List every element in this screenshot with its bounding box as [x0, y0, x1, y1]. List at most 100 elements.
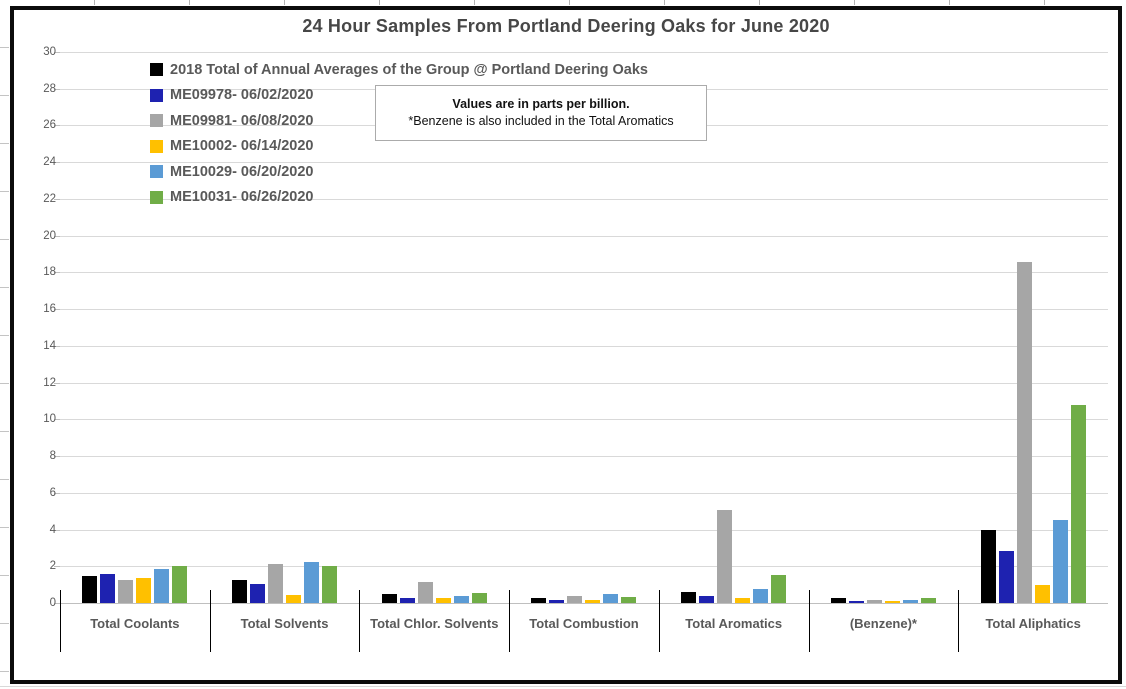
bar-series5-cat6 [902, 600, 918, 603]
bar-group-6 [809, 52, 959, 603]
bar-series6-cat2 [322, 566, 338, 603]
bar-series6-cat7 [1070, 404, 1086, 603]
x-axis-category-label: Total Coolants [90, 616, 180, 631]
bar-series1-cat6 [830, 598, 846, 603]
y-axis-label-4: 4 [49, 523, 56, 536]
legend-entry-3: ME09981- 06/08/2020 [150, 108, 648, 134]
category-separator [359, 590, 361, 652]
bar-group-4 [509, 52, 659, 603]
bar-series4-cat4 [585, 600, 601, 603]
category-separator [958, 590, 960, 652]
gridline-12 [60, 382, 1108, 384]
y-axis-tick [54, 198, 60, 200]
bar-series1-cat7 [980, 529, 996, 603]
y-axis-tick [54, 125, 60, 127]
y-axis-tick [54, 492, 60, 494]
legend-swatch-icon [150, 63, 163, 77]
x-axis-category-label: Total Solvents [240, 616, 329, 631]
x-axis-category-label: Total Chlor. Solvents [370, 616, 499, 631]
y-axis-label-6: 6 [49, 486, 56, 499]
bar-series3-cat7 [1016, 262, 1032, 603]
y-axis-tick [54, 272, 60, 274]
gridline-16 [60, 309, 1108, 311]
bar-series1-cat4 [531, 597, 547, 603]
bar-group-5 [659, 52, 809, 603]
gridline-2 [60, 566, 1108, 568]
annotation-line-1: Values are in parts per billion. [452, 97, 630, 111]
legend-swatch-icon [150, 139, 163, 153]
x-axis-category-label: Total Aromatics [685, 616, 783, 631]
legend-label: ME09981- 06/08/2020 [170, 112, 314, 129]
legend-label: 2018 Total of Annual Averages of the Gro… [170, 61, 648, 78]
y-axis-label-18: 18 [43, 266, 56, 279]
y-axis-tick [54, 162, 60, 164]
bar-series4-cat3 [435, 597, 451, 603]
bar-series1-cat2 [232, 580, 248, 603]
y-axis-label-12: 12 [43, 376, 56, 389]
legend-label: ME09978- 06/02/2020 [170, 87, 314, 104]
bar-series3-cat1 [118, 580, 134, 603]
y-axis-tick [54, 603, 60, 604]
y-axis-tick [54, 382, 60, 384]
bar-series1-cat1 [82, 576, 98, 603]
y-axis-label-8: 8 [49, 450, 56, 463]
y-axis-labels: 0 2 4 6 8 10 12 14 16 18 20 22 24 26 28 30 [18, 46, 56, 609]
chart-title: 24 Hour Samples From Portland Deering Oa… [302, 16, 830, 36]
chart-object[interactable]: 24 Hour Samples From Portland Deering Oa… [10, 6, 1122, 684]
bar-series3-cat4 [567, 595, 583, 603]
annotation-line-2: *Benzene is also included in the Total A… [408, 114, 674, 128]
bar-series6-cat5 [771, 575, 787, 603]
bar-series1-cat5 [681, 591, 697, 603]
gridline-14 [60, 345, 1108, 347]
bar-series2-cat3 [399, 598, 415, 603]
legend-entry-1: 2018 Total of Annual Averages of the Gro… [150, 57, 648, 83]
bar-series6-cat4 [621, 596, 637, 603]
gridline-0 [60, 603, 1108, 604]
legend-entry-2: ME09978- 06/02/2020 [150, 83, 648, 109]
bar-series2-cat1 [100, 573, 116, 603]
bar-series3-cat5 [717, 510, 733, 603]
legend-swatch-icon [150, 88, 163, 102]
legend-label: ME10031- 06/26/2020 [170, 189, 314, 206]
y-axis-tick [54, 88, 60, 90]
bar-series2-cat7 [998, 550, 1014, 603]
y-axis-tick [54, 52, 60, 53]
bar-group-7 [958, 52, 1108, 603]
worksheet-row-gridlines [0, 0, 9, 689]
legend-entry-4: ME10002- 06/14/2020 [150, 134, 648, 160]
bar-group-2 [210, 52, 360, 603]
category-separator [658, 590, 660, 652]
legend-label: ME10029- 06/20/2020 [170, 163, 314, 180]
bar-series2-cat5 [699, 595, 715, 603]
bar-series6-cat6 [920, 597, 936, 603]
bar-group-1 [60, 52, 210, 603]
bar-series3-cat2 [268, 564, 284, 603]
y-axis-tick [54, 419, 60, 421]
bar-series5-cat4 [603, 593, 619, 603]
y-axis-label-10: 10 [43, 413, 56, 426]
category-separator [60, 590, 61, 652]
bar-series5-cat7 [1052, 520, 1068, 603]
category-separator [209, 590, 211, 652]
legend-swatch-icon [150, 114, 163, 128]
bar-series5-cat1 [154, 569, 170, 603]
legend: 2018 Total of Annual Averages of the Gro… [150, 57, 648, 210]
gridline-10 [60, 419, 1108, 421]
x-axis-category-label: Total Combustion [529, 616, 639, 631]
y-axis-tick [54, 529, 60, 531]
y-axis-label-20: 20 [43, 229, 56, 242]
y-axis-label-0: 0 [49, 597, 56, 609]
y-axis-tick [54, 309, 60, 311]
y-axis-label-30: 30 [43, 46, 56, 58]
bar-series2-cat2 [250, 583, 266, 603]
x-axis-category-label: Total Aliphatics [985, 616, 1081, 631]
legend-label: ME10002- 06/14/2020 [170, 138, 314, 155]
gridline-20 [60, 235, 1108, 237]
bar-series2-cat6 [848, 601, 864, 603]
gridline-6 [60, 492, 1108, 494]
y-axis-tick [54, 456, 60, 458]
gridline-8 [60, 456, 1108, 458]
bar-series6-cat1 [172, 566, 188, 603]
bar-series1-cat3 [381, 593, 397, 603]
